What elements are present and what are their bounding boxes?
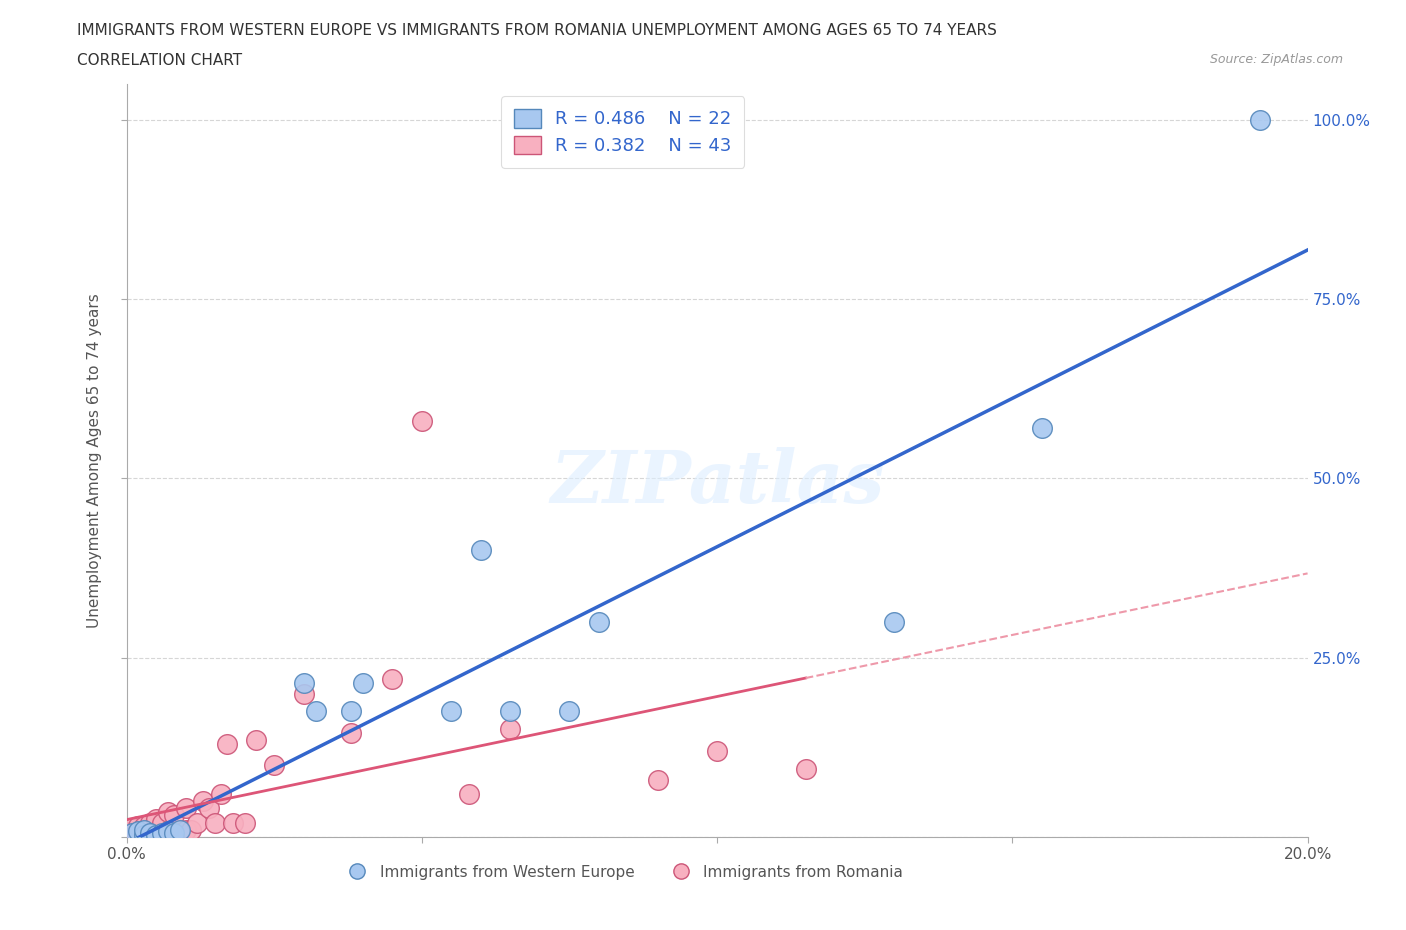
Point: [139, 816, 162, 830]
Point: [470, 542, 492, 557]
Point: [209, 787, 232, 802]
Y-axis label: Unemployment Among Ages 65 to 74 years: Unemployment Among Ages 65 to 74 years: [87, 293, 103, 628]
Point: [352, 675, 374, 690]
Point: [139, 826, 162, 841]
Text: CORRELATION CHART: CORRELATION CHART: [77, 53, 242, 68]
Point: [186, 816, 208, 830]
Point: [499, 722, 522, 737]
Point: [121, 826, 143, 841]
Legend: Immigrants from Western Europe, Immigrants from Romania: Immigrants from Western Europe, Immigran…: [336, 858, 910, 886]
Point: [150, 816, 173, 830]
Point: [134, 818, 156, 833]
Point: [174, 801, 197, 816]
Point: [440, 704, 463, 719]
Point: [134, 822, 156, 837]
Point: [145, 828, 167, 843]
Point: [139, 826, 162, 841]
Point: [156, 824, 179, 839]
Point: [222, 816, 245, 830]
Point: [163, 824, 186, 839]
Point: [134, 828, 156, 843]
Point: [304, 704, 326, 719]
Point: [150, 826, 173, 841]
Point: [381, 671, 404, 686]
Point: [145, 812, 167, 827]
Point: [127, 828, 149, 843]
Point: [134, 828, 156, 843]
Point: [121, 828, 143, 843]
Point: [156, 804, 179, 819]
Point: [292, 686, 315, 701]
Point: [127, 824, 149, 839]
Point: [156, 824, 179, 839]
Text: ZIPatlas: ZIPatlas: [550, 447, 884, 518]
Text: Source: ZipAtlas.com: Source: ZipAtlas.com: [1209, 53, 1343, 66]
Point: [558, 704, 581, 719]
Point: [121, 824, 143, 839]
Point: [883, 615, 905, 630]
Point: [1031, 420, 1053, 435]
Point: [1249, 113, 1271, 127]
Point: [127, 818, 149, 833]
Point: [263, 758, 285, 773]
Point: [706, 743, 728, 758]
Point: [127, 824, 149, 839]
Point: [588, 615, 610, 630]
Point: [169, 822, 191, 837]
Point: [193, 793, 215, 808]
Point: [169, 826, 191, 841]
Point: [458, 787, 481, 802]
Point: [245, 733, 267, 748]
Point: [121, 821, 143, 836]
Point: [499, 704, 522, 719]
Text: IMMIGRANTS FROM WESTERN EUROPE VS IMMIGRANTS FROM ROMANIA UNEMPLOYMENT AMONG AGE: IMMIGRANTS FROM WESTERN EUROPE VS IMMIGR…: [77, 23, 997, 38]
Point: [411, 414, 433, 429]
Point: [292, 675, 315, 690]
Point: [215, 737, 238, 751]
Point: [340, 725, 363, 740]
Point: [180, 822, 202, 837]
Point: [150, 826, 173, 841]
Point: [139, 821, 162, 836]
Point: [134, 822, 156, 837]
Point: [163, 826, 186, 841]
Point: [233, 816, 256, 830]
Point: [163, 808, 186, 823]
Point: [145, 826, 167, 841]
Point: [204, 816, 226, 830]
Point: [174, 822, 197, 837]
Point: [794, 762, 817, 777]
Point: [340, 704, 363, 719]
Point: [198, 801, 221, 816]
Point: [647, 772, 669, 787]
